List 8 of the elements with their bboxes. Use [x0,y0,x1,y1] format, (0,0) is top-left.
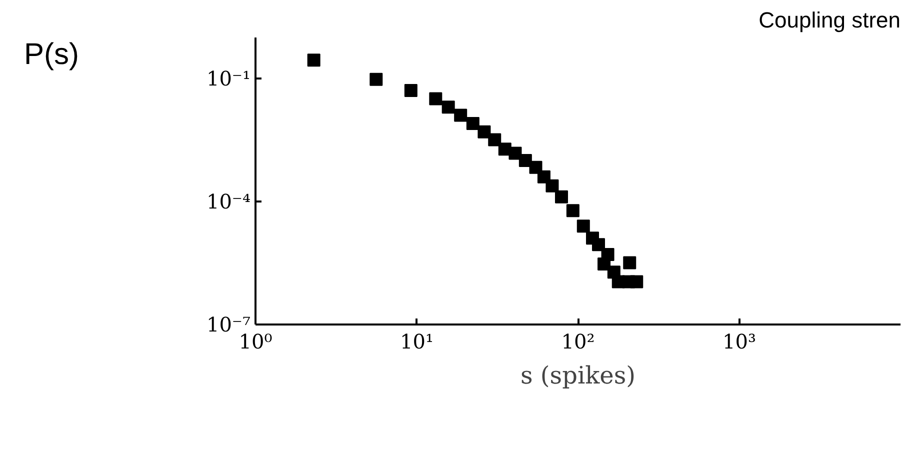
y-tick-label: 10⁻¹ [206,66,251,90]
chart-title: Coupling stren [758,8,901,32]
y-tick-label: 10⁻⁴ [206,190,251,214]
x-tick-label: 10³ [722,330,756,354]
x-tick-label: 10² [561,330,595,354]
x-tick-label: 10¹ [400,330,434,354]
x-axis-title: s (spikes) [520,362,636,390]
y-axis-title: P(s) [24,37,79,73]
